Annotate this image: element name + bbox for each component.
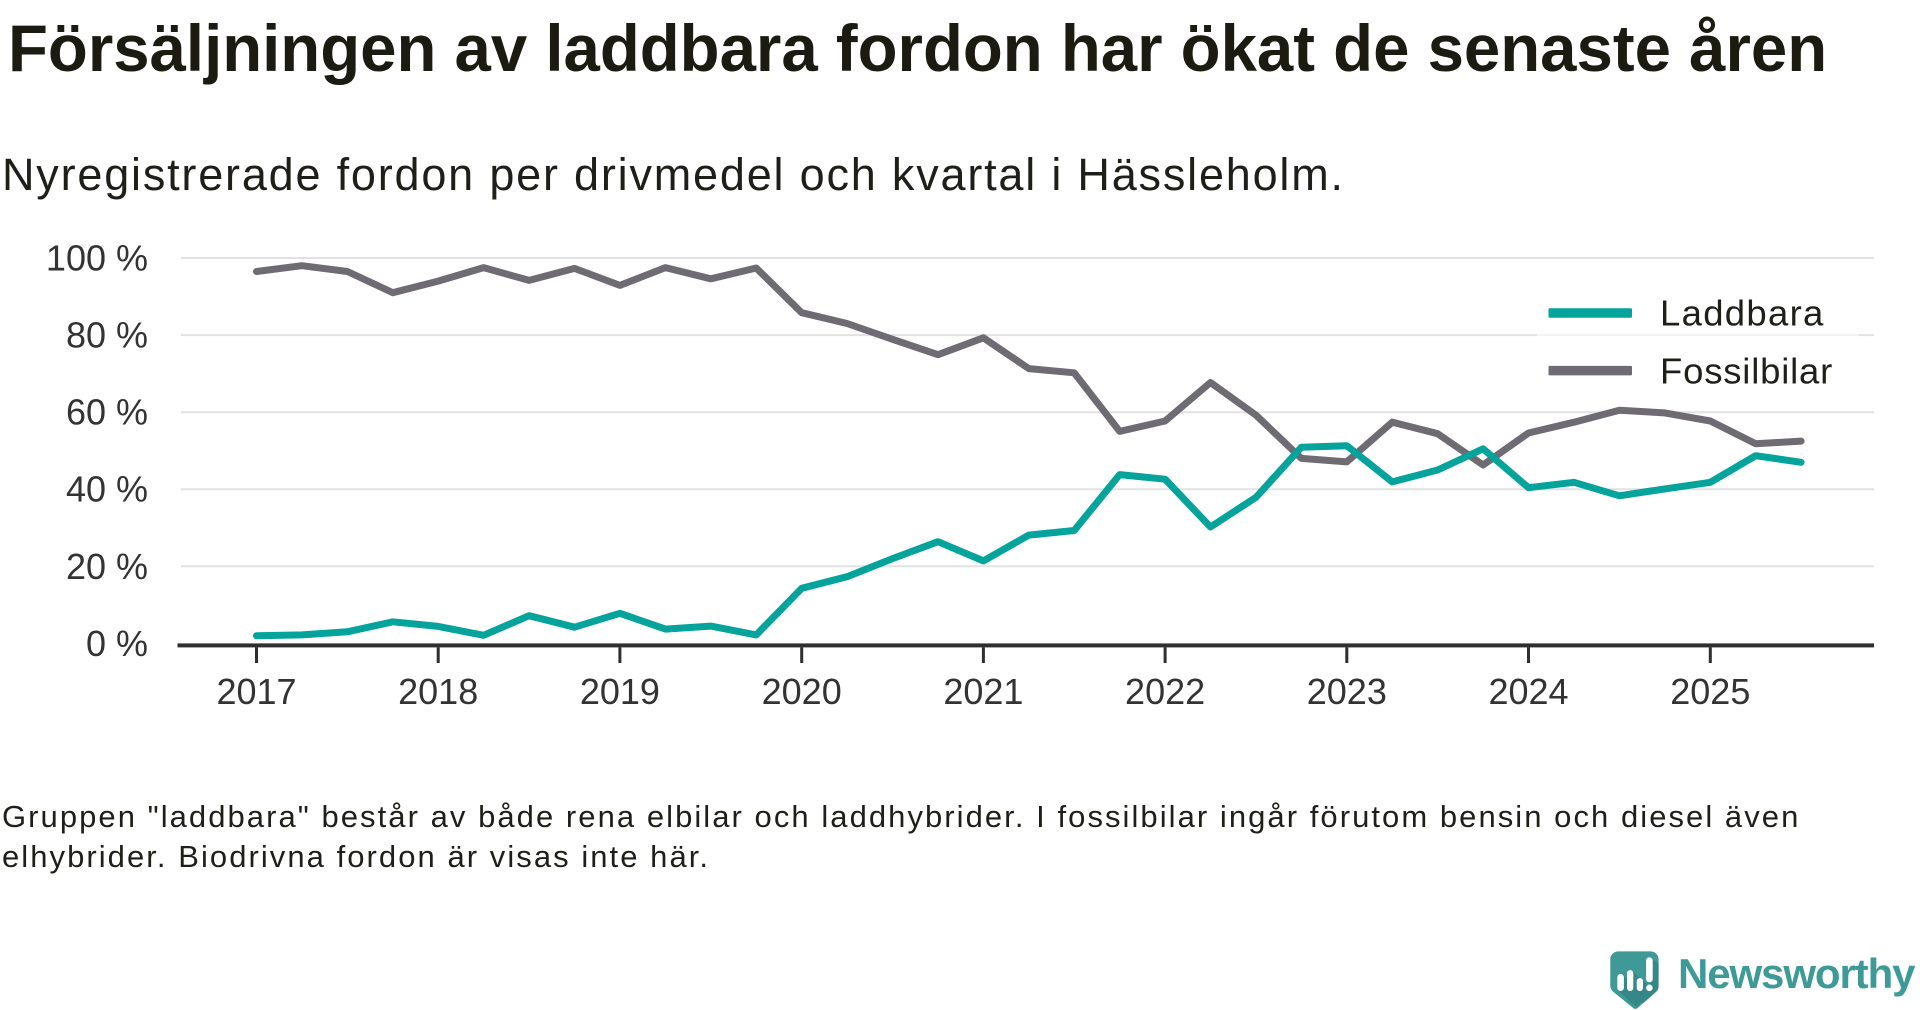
svg-text:2022: 2022 <box>1125 671 1205 712</box>
svg-text:20 %: 20 % <box>66 546 148 587</box>
svg-text:80 %: 80 % <box>66 315 148 356</box>
svg-text:0 %: 0 % <box>86 623 148 664</box>
svg-text:2025: 2025 <box>1670 671 1750 712</box>
svg-text:2017: 2017 <box>216 671 296 712</box>
svg-text:2019: 2019 <box>580 671 660 712</box>
svg-text:2018: 2018 <box>398 671 478 712</box>
svg-text:2021: 2021 <box>943 671 1023 712</box>
svg-text:60 %: 60 % <box>66 392 148 433</box>
svg-text:2020: 2020 <box>762 671 842 712</box>
svg-text:Fossilbilar: Fossilbilar <box>1660 350 1833 391</box>
svg-text:100 %: 100 % <box>46 238 148 279</box>
svg-text:2024: 2024 <box>1488 671 1568 712</box>
svg-text:2023: 2023 <box>1307 671 1387 712</box>
svg-text:40 %: 40 % <box>66 469 148 510</box>
svg-text:Laddbara: Laddbara <box>1660 292 1825 333</box>
